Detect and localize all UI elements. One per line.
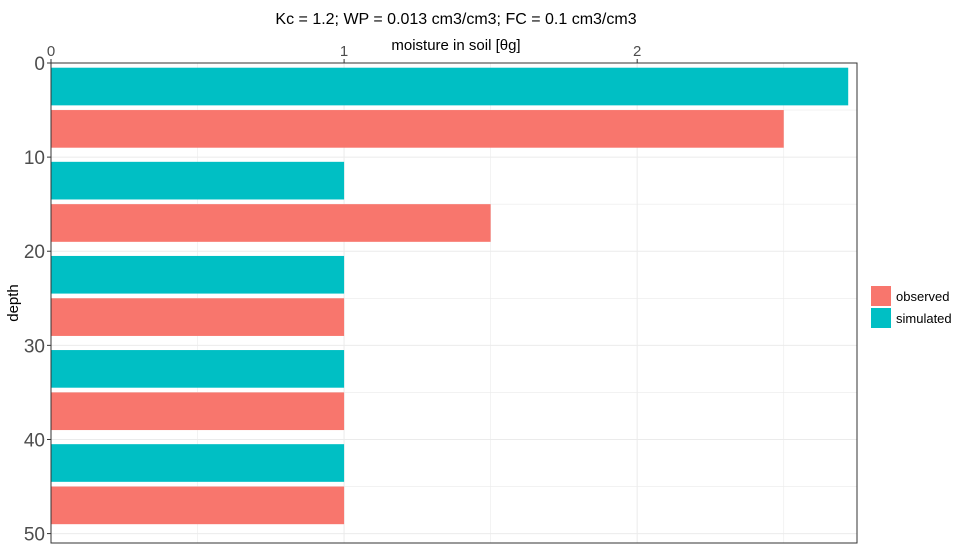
y-axis-label: depth — [5, 284, 22, 322]
legend-key-simulated — [871, 308, 891, 328]
x-tick-label: 0 — [47, 43, 55, 60]
bar-observed — [51, 486, 345, 525]
legend-label-simulated: simulated — [896, 311, 952, 326]
y-tick-label: 40 — [24, 430, 45, 451]
bar-observed — [51, 204, 491, 242]
y-tick-label: 10 — [24, 148, 45, 169]
bar-simulated — [51, 255, 345, 294]
bar-simulated — [51, 350, 345, 388]
bar-simulated — [51, 67, 849, 106]
y-axis: 0 10 20 30 40 50 — [24, 54, 51, 546]
x-tick-label: 2 — [633, 43, 641, 60]
bar-observed — [51, 392, 345, 431]
chart-title: Kc = 1.2; WP = 0.013 cm3/cm3; FC = 0.1 c… — [275, 11, 636, 28]
y-tick-label: 30 — [24, 336, 45, 357]
bar-observed — [51, 110, 784, 148]
bars — [51, 67, 849, 525]
x-tick-label: 1 — [340, 43, 348, 60]
legend-label-observed: observed — [896, 289, 949, 304]
legend: observed simulated — [871, 286, 952, 328]
y-tick-label: 50 — [24, 525, 45, 546]
x-axis-label: moisture in soil [θg] — [391, 37, 520, 54]
y-tick-label: 20 — [24, 242, 45, 263]
bar-observed — [51, 298, 345, 336]
y-tick-label: 0 — [34, 54, 45, 75]
plot-panel-border — [50, 62, 858, 544]
legend-key-observed — [871, 286, 891, 306]
x-axis: 0 1 2 — [47, 43, 641, 63]
bar-simulated — [51, 444, 345, 482]
bar-simulated — [51, 161, 345, 200]
